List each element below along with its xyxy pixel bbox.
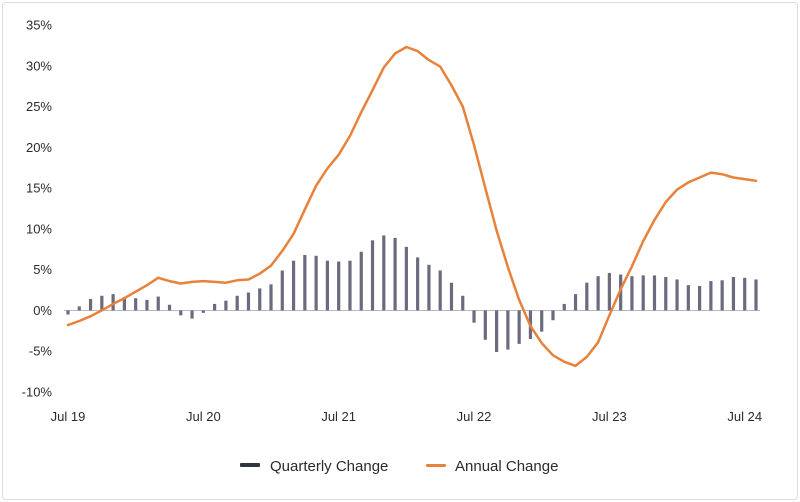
quarterly-bar bbox=[167, 304, 172, 311]
quarterly-bar bbox=[269, 284, 273, 311]
quarterly-bar bbox=[652, 275, 657, 311]
quarterly-bar bbox=[506, 310, 510, 350]
quarterly-bar bbox=[698, 285, 702, 311]
quarterly-bar bbox=[66, 310, 70, 315]
quarterly-bar bbox=[540, 310, 544, 332]
y-tick-label: -10% bbox=[22, 385, 53, 400]
quarterly-bar bbox=[494, 310, 499, 353]
x-tick-label: Jul 19 bbox=[51, 409, 86, 424]
quarterly-bar bbox=[438, 270, 442, 311]
quarterly-bar bbox=[393, 237, 397, 311]
quarterly-bar bbox=[201, 310, 205, 313]
quarterly-bar bbox=[111, 294, 115, 311]
quarterly-bar bbox=[641, 275, 645, 311]
legend-label-quarterly: Quarterly Change bbox=[270, 458, 388, 475]
quarterly-bar bbox=[743, 277, 747, 311]
quarterly-bar bbox=[280, 270, 284, 311]
quarterly-bars bbox=[66, 235, 758, 353]
quarterly-bar bbox=[145, 299, 149, 311]
quarterly-bar bbox=[427, 264, 431, 311]
y-tick-label: 35% bbox=[26, 18, 52, 33]
quarterly-bar bbox=[461, 295, 465, 311]
y-tick-label: 15% bbox=[26, 181, 52, 196]
quarterly-bar bbox=[190, 310, 194, 319]
y-tick-label: 30% bbox=[26, 58, 52, 73]
quarterly-bar bbox=[291, 260, 296, 311]
quarterly-bar bbox=[573, 294, 578, 311]
legend-swatch-annual bbox=[426, 464, 446, 467]
quarterly-bar bbox=[382, 235, 386, 311]
quarterly-bar bbox=[686, 285, 690, 311]
quarterly-bar bbox=[404, 246, 408, 311]
quarterly-bar bbox=[314, 255, 318, 311]
quarterly-bar bbox=[77, 306, 81, 311]
y-axis-ticks: 35% 30% 25% 20% 15% 10% 5% 0% -5% -10% bbox=[22, 18, 53, 400]
y-tick-label: 10% bbox=[26, 221, 52, 236]
x-tick-label: Jul 22 bbox=[457, 409, 492, 424]
quarterly-bar bbox=[585, 282, 589, 311]
quarterly-bar bbox=[449, 282, 454, 311]
quarterly-bar bbox=[122, 297, 126, 311]
y-tick-label: -5% bbox=[29, 344, 53, 359]
quarterly-bar bbox=[100, 295, 104, 311]
x-axis-ticks: Jul 19 Jul 20 Jul 21 Jul 22 Jul 23 Jul 24 bbox=[51, 409, 762, 424]
legend: Quarterly Change Annual Change bbox=[240, 458, 558, 475]
quarterly-bar bbox=[224, 300, 228, 311]
quarterly-bar bbox=[246, 292, 251, 311]
quarterly-bar bbox=[483, 310, 487, 340]
x-tick-label: Jul 20 bbox=[186, 409, 221, 424]
y-tick-label: 20% bbox=[26, 140, 52, 155]
quarterly-bar bbox=[370, 240, 375, 311]
y-tick-label: 5% bbox=[33, 262, 52, 277]
quarterly-bar bbox=[675, 279, 679, 311]
quarterly-bar bbox=[416, 257, 420, 311]
quarterly-bar bbox=[348, 260, 352, 311]
quarterly-bar bbox=[303, 254, 307, 311]
quarterly-bar bbox=[213, 303, 217, 311]
quarterly-bar bbox=[88, 299, 93, 311]
quarterly-bar bbox=[134, 298, 138, 311]
quarterly-bar bbox=[337, 261, 341, 311]
x-tick-label: Jul 23 bbox=[592, 409, 627, 424]
quarterly-bar bbox=[235, 295, 239, 311]
quarterly-bar bbox=[359, 251, 363, 311]
quarterly-bar bbox=[551, 310, 555, 321]
quarterly-bar bbox=[596, 276, 600, 311]
quarterly-bar bbox=[325, 260, 330, 311]
y-tick-label: 0% bbox=[33, 303, 52, 318]
quarterly-bar bbox=[179, 310, 183, 316]
quarterly-bar bbox=[607, 272, 611, 311]
quarterly-bar bbox=[156, 296, 160, 311]
x-tick-label: Jul 21 bbox=[321, 409, 356, 424]
x-tick-label: Jul 24 bbox=[727, 409, 762, 424]
quarterly-bar bbox=[720, 280, 724, 311]
quarterly-bar bbox=[754, 279, 758, 311]
quarterly-bar bbox=[562, 303, 566, 311]
annual-change-line bbox=[66, 45, 758, 368]
quarterly-bar bbox=[664, 277, 668, 311]
quarterly-bar bbox=[258, 288, 262, 311]
legend-swatch-quarterly bbox=[240, 463, 260, 467]
quarterly-bar bbox=[619, 274, 623, 311]
quarterly-bar bbox=[472, 310, 476, 323]
y-tick-label: 25% bbox=[26, 99, 52, 114]
quarterly-bar bbox=[731, 277, 736, 311]
legend-label-annual: Annual Change bbox=[455, 458, 558, 475]
quarterly-bar bbox=[517, 310, 521, 344]
quarterly-bar bbox=[630, 276, 634, 311]
quarterly-bar bbox=[709, 281, 713, 311]
